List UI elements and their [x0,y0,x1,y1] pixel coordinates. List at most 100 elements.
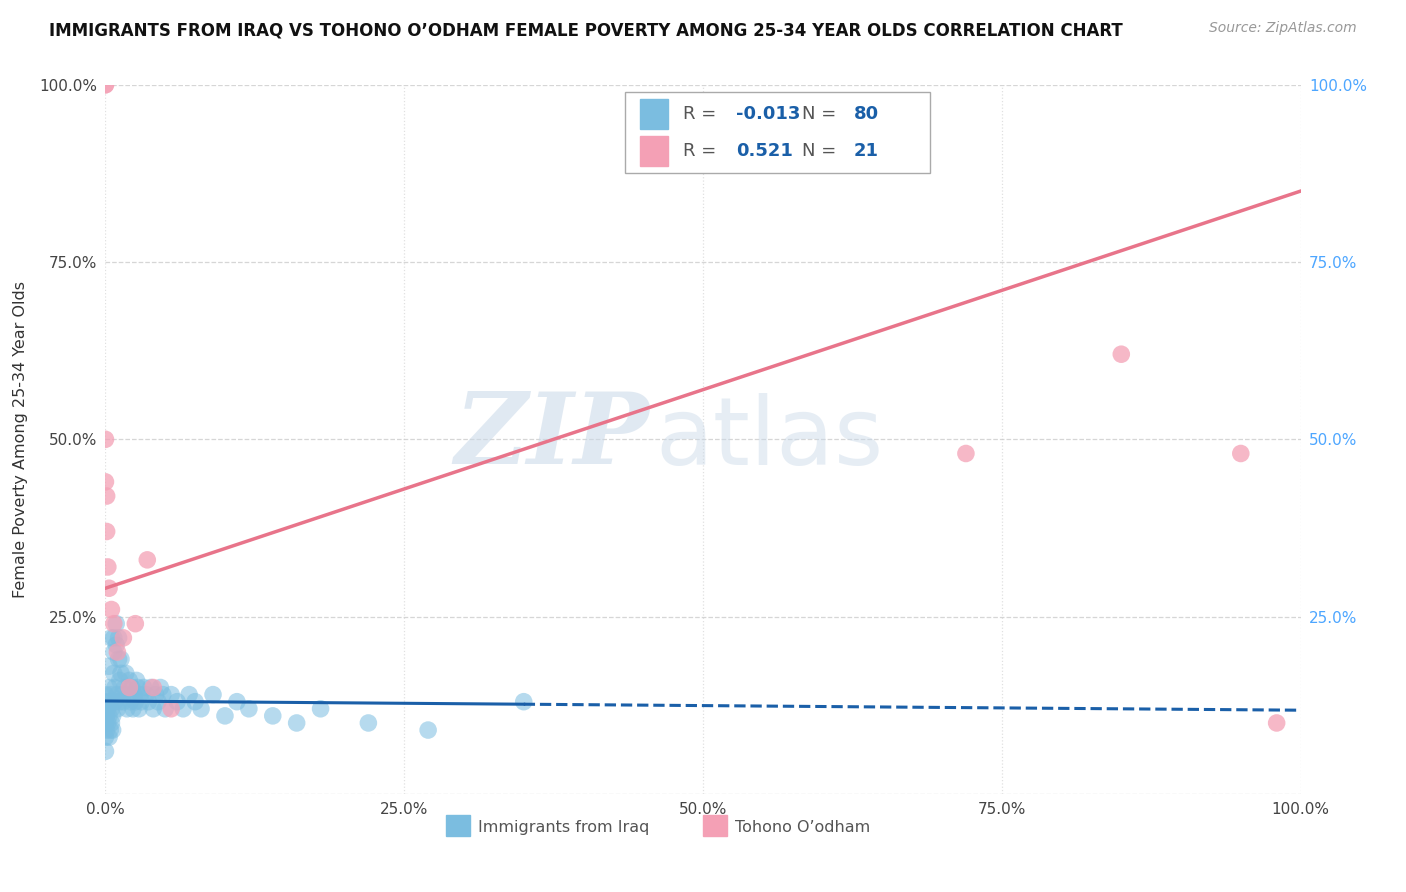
Point [100,602,122,616]
Point [97,560,120,574]
Point [184,695,207,709]
Text: IMMIGRANTS FROM IRAQ VS TOHONO O’ODHAM FEMALE POVERTY AMONG 25-34 YEAR OLDS CORR: IMMIGRANTS FROM IRAQ VS TOHONO O’ODHAM F… [49,21,1123,39]
Point [118,673,141,688]
Point [108,695,131,709]
Text: N =: N = [803,105,837,123]
Point [100,688,122,702]
Point [138,695,160,709]
Text: atlas: atlas [655,393,883,485]
Point [1265,715,1288,730]
Point [262,709,284,723]
Point [96,709,118,723]
Point [100,715,122,730]
Point [96,695,118,709]
Point [142,681,165,695]
Point [177,688,201,702]
Point [139,681,162,695]
Point [120,695,142,709]
Bar [446,815,470,837]
Point [104,695,127,709]
Point [114,666,136,681]
Point [94,433,117,447]
Point [98,709,121,723]
Point [225,695,249,709]
Point [418,723,440,737]
Point [107,652,129,666]
Point [96,723,118,737]
Point [190,702,212,716]
Point [98,723,121,737]
Point [1229,446,1251,460]
Point [94,744,117,758]
Point [98,695,121,709]
Point [146,695,169,709]
Point [513,695,536,709]
Point [110,666,132,681]
Point [122,702,145,716]
Point [238,702,260,716]
Bar [640,99,668,128]
Point [124,695,146,709]
Point [152,688,174,702]
Point [105,638,128,652]
Point [114,681,136,695]
Point [128,702,150,716]
Point [129,688,152,702]
Bar [640,136,668,166]
Point [100,702,122,716]
Point [122,688,145,702]
Point [107,688,129,702]
Point [94,730,117,744]
Point [94,688,117,702]
Bar [703,815,727,837]
Text: 21: 21 [853,143,879,161]
Point [94,78,117,92]
Point [98,681,121,695]
Point [94,715,117,730]
Text: Tohono O’odham: Tohono O’odham [735,820,870,835]
Point [94,78,117,92]
Point [115,702,138,716]
Point [129,695,153,709]
Text: ZIP: ZIP [454,387,650,484]
Point [98,659,121,673]
Point [160,702,183,716]
Point [94,702,117,716]
Point [103,616,125,631]
Point [1111,347,1133,361]
Text: N =: N = [803,143,837,161]
Point [103,645,125,659]
Point [149,681,172,695]
Point [202,688,225,702]
Point [145,688,167,702]
Point [125,673,148,688]
Point [153,702,177,716]
Point [101,709,124,723]
Point [309,702,332,716]
Point [357,715,380,730]
Point [97,715,120,730]
Point [135,688,157,702]
Point [142,702,165,716]
Text: R =: R = [683,143,716,161]
Point [96,524,118,539]
Point [214,709,236,723]
Point [98,730,121,744]
Point [97,702,120,716]
Text: Immigrants from Iraq: Immigrants from Iraq [478,820,650,835]
Point [124,616,146,631]
Point [121,681,143,695]
Point [111,688,134,702]
Point [96,489,118,503]
Point [94,475,117,489]
Point [127,681,149,695]
Text: R =: R = [683,105,716,123]
Point [100,631,122,645]
Text: -0.013: -0.013 [737,105,801,123]
Point [112,631,135,645]
Point [132,681,155,695]
Point [136,553,159,567]
Point [98,581,121,595]
Text: 0.521: 0.521 [737,143,793,161]
Point [103,631,125,645]
